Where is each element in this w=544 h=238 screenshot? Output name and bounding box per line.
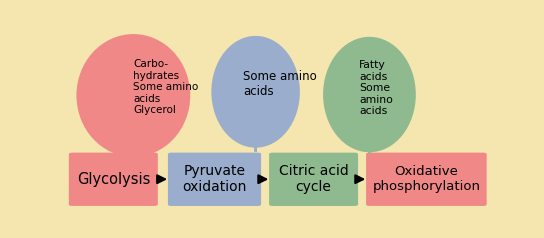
- Text: Fatty
acids
Some
amino
acids: Fatty acids Some amino acids: [359, 60, 393, 116]
- Ellipse shape: [211, 36, 300, 148]
- Text: Pyruvate
oxidation: Pyruvate oxidation: [182, 164, 246, 194]
- Text: Glycolysis: Glycolysis: [77, 172, 150, 187]
- Ellipse shape: [323, 37, 416, 152]
- Text: Oxidative
phosphorylation: Oxidative phosphorylation: [372, 165, 480, 193]
- FancyBboxPatch shape: [168, 153, 261, 206]
- FancyBboxPatch shape: [69, 153, 158, 206]
- FancyBboxPatch shape: [366, 153, 487, 206]
- Text: Some amino
acids: Some amino acids: [243, 70, 317, 99]
- FancyBboxPatch shape: [269, 153, 358, 206]
- Text: Citric acid
cycle: Citric acid cycle: [279, 164, 349, 194]
- Ellipse shape: [77, 34, 190, 157]
- Text: Carbo-
hydrates
Some amino
acids
Glycerol: Carbo- hydrates Some amino acids Glycero…: [133, 59, 199, 115]
